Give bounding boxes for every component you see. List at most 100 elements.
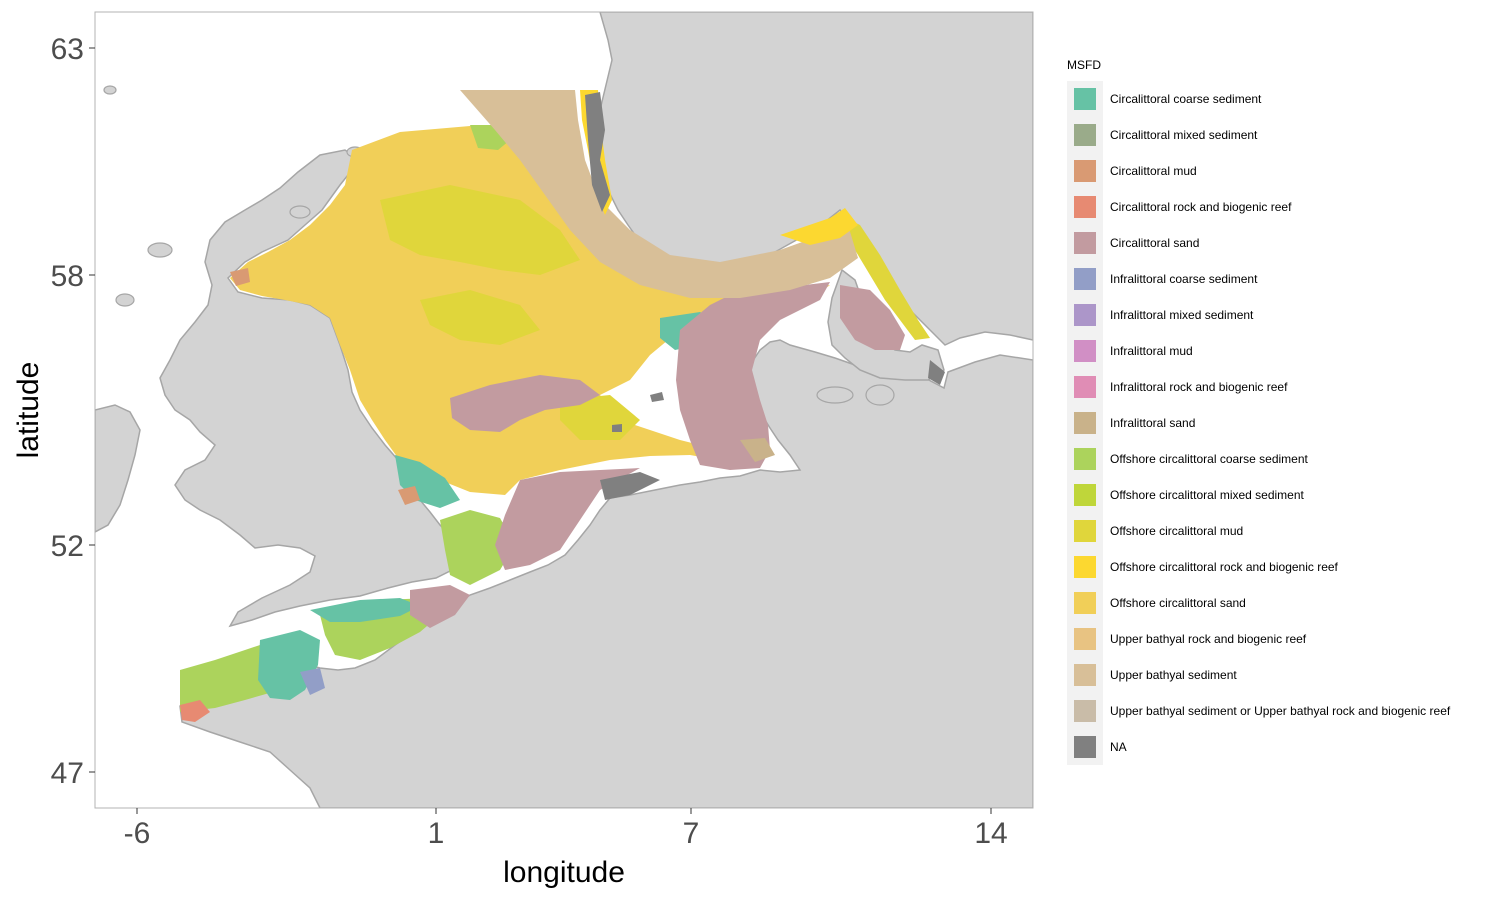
habitat-offshore-circalittoral-mud (420, 290, 540, 345)
habitat-circalittoral-sand (450, 375, 600, 432)
legend-key (1067, 261, 1103, 297)
legend-item: Infralittoral coarse sediment (1067, 261, 1487, 297)
legend-label: Offshore circalittoral mud (1110, 524, 1244, 538)
x-axis-title: longitude (503, 856, 625, 889)
legend-label: Circalittoral coarse sediment (1110, 92, 1262, 106)
legend-swatch (1074, 412, 1096, 434)
y-tick-label: 63 (51, 33, 84, 66)
y-axis: 63 58 52 47 (51, 33, 95, 790)
legend-key (1067, 333, 1103, 369)
legend-item: Circalittoral sand (1067, 225, 1487, 261)
legend-swatch (1074, 592, 1096, 614)
legend-label: Offshore circalittoral sand (1110, 596, 1246, 610)
panel-border (94, 11, 1034, 809)
legend-item: Offshore circalittoral mixed sediment (1067, 477, 1487, 513)
map-layer (95, 12, 1033, 808)
legend-key (1067, 225, 1103, 261)
habitat-na (585, 92, 610, 212)
habitat-circalittoral-mud (230, 268, 250, 286)
land-island (865, 384, 895, 406)
legend-key (1067, 189, 1103, 225)
legend-key (1067, 117, 1103, 153)
legend-item: Infralittoral mixed sediment (1067, 297, 1487, 333)
legend-key (1067, 153, 1103, 189)
legend-label: Infralittoral sand (1110, 416, 1196, 430)
legend-item: Upper bathyal sediment or Upper bathyal … (1067, 693, 1487, 729)
legend-item: Circalittoral coarse sediment (1067, 81, 1487, 117)
legend-key (1067, 513, 1103, 549)
habitat-offshore-circalittoral-sand (230, 126, 830, 495)
legend-item: Offshore circalittoral mud (1067, 513, 1487, 549)
legend-key (1067, 585, 1103, 621)
habitat-upper-bathyal-sediment (460, 90, 858, 298)
x-tick-label: -6 (124, 817, 151, 850)
legend-item: Infralittoral mud (1067, 333, 1487, 369)
habitat-na (600, 472, 660, 500)
legend-label: Circalittoral mud (1110, 164, 1197, 178)
x-tick-label: 7 (683, 817, 700, 850)
habitat-offshore-circalittoral-mud (380, 185, 580, 275)
habitat-circalittoral-coarse (258, 630, 320, 700)
legend-item: Infralittoral sand (1067, 405, 1487, 441)
habitat-na (650, 392, 664, 402)
legend-label: NA (1110, 740, 1127, 754)
legend-swatch (1074, 736, 1096, 758)
land-island (103, 85, 117, 95)
legend-item: Upper bathyal sediment (1067, 657, 1487, 693)
legend-label: Upper bathyal rock and biogenic reef (1110, 632, 1307, 646)
legend-items: Circalittoral coarse sediment Circalittor… (1067, 81, 1487, 765)
legend-swatch (1074, 304, 1096, 326)
legend-key (1067, 81, 1103, 117)
legend-key (1067, 297, 1103, 333)
legend-key (1067, 729, 1103, 765)
legend-swatch (1074, 160, 1096, 182)
legend-key (1067, 369, 1103, 405)
legend-item: Offshore circalittoral rock and biogenic… (1067, 549, 1487, 585)
legend-label: Circalittoral rock and biogenic reef (1110, 200, 1292, 214)
legend: MSFD Circalittoral coarse sediment Circal… (1067, 58, 1487, 765)
y-tick-label: 52 (51, 530, 84, 563)
y-axis-title: latitude (12, 362, 45, 459)
legend-swatch (1074, 268, 1096, 290)
legend-item: Circalittoral rock and biogenic reef (1067, 189, 1487, 225)
legend-item: Offshore circalittoral coarse sediment (1067, 441, 1487, 477)
habitat-circalittoral-sand (495, 468, 640, 570)
legend-item: Upper bathyal rock and biogenic reef (1067, 621, 1487, 657)
habitat-circalittoral-sand (840, 285, 905, 350)
habitat-infralittoral-coarse (300, 668, 325, 695)
habitat-circalittoral-coarse (310, 598, 420, 622)
habitat-circalittoral-mud (398, 486, 420, 505)
x-tick-label: 14 (974, 817, 1007, 850)
legend-swatch (1074, 520, 1096, 542)
legend-label: Infralittoral mud (1110, 344, 1193, 358)
legend-swatch (1074, 628, 1096, 650)
legend-item: Circalittoral mud (1067, 153, 1487, 189)
habitat-circalittoral-sand (410, 585, 470, 628)
legend-label: Upper bathyal sediment (1110, 668, 1237, 682)
legend-label: Upper bathyal sediment or Upper bathyal … (1110, 704, 1451, 718)
legend-label: Infralittoral mixed sediment (1110, 308, 1254, 322)
legend-label: Offshore circalittoral mixed sediment (1110, 488, 1304, 502)
habitat-circalittoral-sand (676, 282, 830, 470)
legend-item: NA (1067, 729, 1487, 765)
legend-swatch (1074, 448, 1096, 470)
legend-label: Offshore circalittoral coarse sediment (1110, 452, 1308, 466)
legend-key (1067, 549, 1103, 585)
habitat-offshore-circalittoral-coarse (440, 510, 515, 585)
habitat-na (928, 360, 945, 385)
legend-item: Offshore circalittoral sand (1067, 585, 1487, 621)
y-tick-label: 58 (51, 260, 84, 293)
land-island (147, 242, 173, 258)
legend-key (1067, 693, 1103, 729)
legend-swatch (1074, 556, 1096, 578)
habitat-offshore-circalittoral-mud (840, 215, 930, 340)
legend-swatch (1074, 196, 1096, 218)
legend-swatch (1074, 376, 1096, 398)
legend-swatch (1074, 88, 1096, 110)
legend-swatch (1074, 124, 1096, 146)
legend-swatch (1074, 484, 1096, 506)
y-tick-label: 47 (51, 757, 84, 790)
habitat-circalittoral-rock (180, 700, 210, 722)
legend-swatch (1074, 340, 1096, 362)
legend-key (1067, 441, 1103, 477)
